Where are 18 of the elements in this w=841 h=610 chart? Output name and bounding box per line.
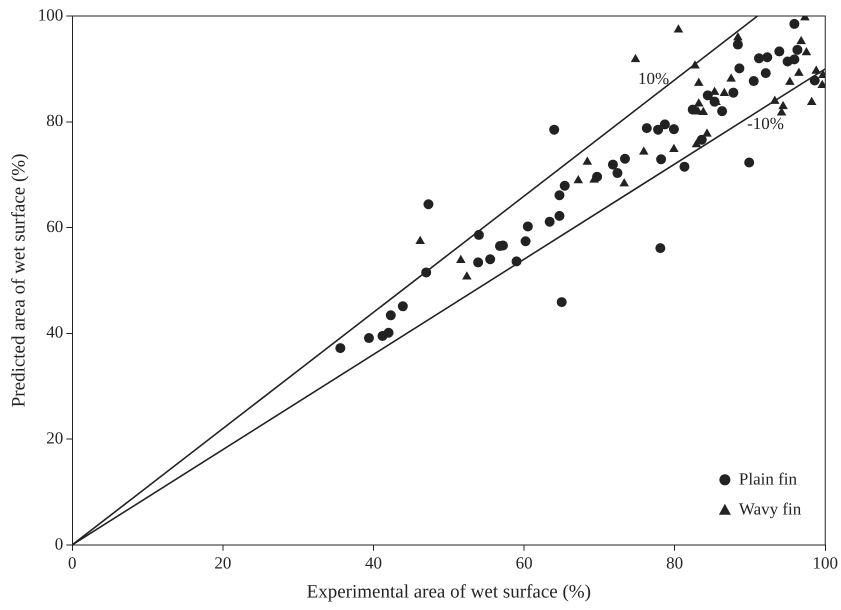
x-tick-label: 80 bbox=[666, 553, 684, 572]
series-label: 10% bbox=[638, 69, 670, 88]
y-tick-label: 100 bbox=[38, 5, 64, 24]
x-tick-label: 100 bbox=[812, 553, 838, 572]
x-axis-title: Experimental area of wet surface (%) bbox=[306, 582, 591, 603]
x-tick-label: 0 bbox=[68, 553, 77, 572]
y-tick-label: 40 bbox=[46, 322, 64, 342]
y-axis-title: Predicted area of wet surface (%) bbox=[8, 154, 30, 408]
x-tick-label: 40 bbox=[364, 553, 382, 572]
x-tick-label: 60 bbox=[516, 553, 533, 572]
series-label: -10% bbox=[747, 114, 784, 133]
y-tick-label: 60 bbox=[46, 216, 64, 236]
legend-label: Plain fin bbox=[738, 469, 798, 488]
y-tick-label: 0 bbox=[54, 534, 64, 554]
y-tick-label: 80 bbox=[46, 111, 64, 130]
x-tick-label: 20 bbox=[214, 553, 232, 572]
y-tick-label: 20 bbox=[46, 428, 64, 448]
legend-label: Wavy fin bbox=[738, 499, 802, 518]
